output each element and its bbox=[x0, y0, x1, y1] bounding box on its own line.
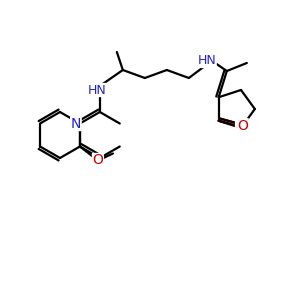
Text: O: O bbox=[237, 119, 248, 133]
Text: HN: HN bbox=[197, 55, 216, 68]
Text: N: N bbox=[71, 116, 81, 130]
Text: O: O bbox=[236, 121, 247, 135]
Text: HN: HN bbox=[88, 83, 106, 97]
Text: O: O bbox=[92, 154, 104, 167]
